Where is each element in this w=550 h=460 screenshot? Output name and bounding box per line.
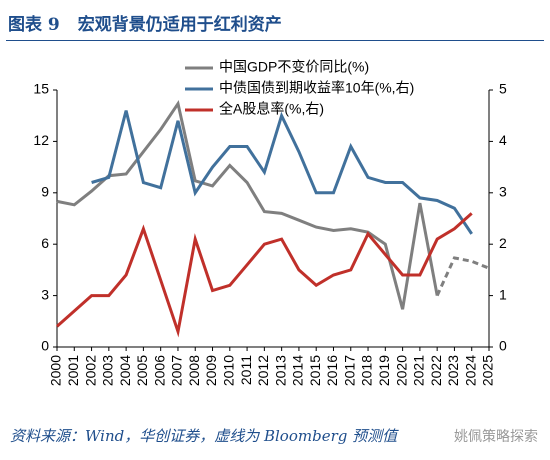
x-tick-label: 2014 bbox=[290, 355, 306, 386]
x-tick-label: 2024 bbox=[462, 355, 478, 386]
series-line bbox=[91, 110, 473, 235]
x-tick-label: 2020 bbox=[393, 355, 409, 386]
x-tick-label: 2017 bbox=[341, 355, 357, 386]
legend-label: 中债国债到期收益率10年(%,右) bbox=[219, 80, 414, 96]
legend-label: 全A股息率(%,右) bbox=[219, 101, 324, 117]
x-tick-label: 2012 bbox=[255, 355, 271, 386]
x-tick-label: 2002 bbox=[82, 355, 98, 386]
y2-tick-label: 1 bbox=[499, 286, 507, 302]
x-tick-label: 2018 bbox=[359, 355, 375, 386]
x-tick-label: 2016 bbox=[324, 355, 340, 386]
y-tick-label: 12 bbox=[33, 132, 49, 148]
x-tick-label: 2022 bbox=[428, 355, 444, 386]
x-tick-label: 2003 bbox=[100, 355, 116, 386]
header-rule bbox=[6, 40, 544, 41]
x-tick-label: 2000 bbox=[48, 355, 64, 386]
x-tick-label: 2010 bbox=[221, 355, 237, 386]
x-tick-label: 2019 bbox=[376, 355, 392, 386]
y2-tick-label: 4 bbox=[499, 132, 507, 148]
y2-tick-label: 0 bbox=[499, 338, 507, 354]
y-tick-label: 3 bbox=[41, 286, 49, 302]
series-line bbox=[56, 212, 473, 338]
y-tick-label: 15 bbox=[33, 81, 49, 97]
x-tick-label: 2004 bbox=[117, 355, 133, 386]
source: 资料来源：Wind，华创证券，虚线为 Bloomberg 预测值 bbox=[10, 427, 398, 445]
y2-tick-label: 3 bbox=[499, 184, 507, 200]
x-tick-label: 2023 bbox=[445, 355, 461, 386]
forecast-line bbox=[435, 256, 490, 297]
x-tick-label: 2005 bbox=[134, 355, 150, 386]
series-line bbox=[56, 99, 439, 310]
y2-tick-label: 5 bbox=[499, 81, 507, 97]
header: 图表 9 宏观背景仍适用于红利资产 bbox=[8, 10, 300, 35]
x-tick-label: 2011 bbox=[238, 355, 254, 385]
figure-title: 宏观背景仍适用于红利资产 bbox=[77, 15, 282, 35]
y-tick-label: 0 bbox=[41, 338, 49, 354]
x-tick-label: 2006 bbox=[151, 355, 167, 386]
x-tick-label: 2025 bbox=[480, 355, 496, 386]
x-tick-label: 2015 bbox=[307, 355, 323, 386]
watermark: 姚佩策略探索 bbox=[454, 429, 538, 445]
y-tick-label: 9 bbox=[41, 184, 49, 200]
x-tick-label: 2009 bbox=[203, 355, 219, 386]
x-tick-label: 2021 bbox=[411, 355, 427, 386]
x-tick-label: 2013 bbox=[272, 355, 288, 386]
y-tick-label: 6 bbox=[41, 235, 49, 251]
x-tick-label: 2001 bbox=[65, 355, 81, 386]
x-tick-label: 2008 bbox=[186, 355, 202, 386]
figure-label: 图表 9 bbox=[8, 15, 60, 35]
y2-tick-label: 2 bbox=[499, 235, 507, 251]
x-tick-label: 2007 bbox=[169, 355, 185, 386]
legend-label: 中国GDP不变价同比(%) bbox=[219, 59, 369, 75]
